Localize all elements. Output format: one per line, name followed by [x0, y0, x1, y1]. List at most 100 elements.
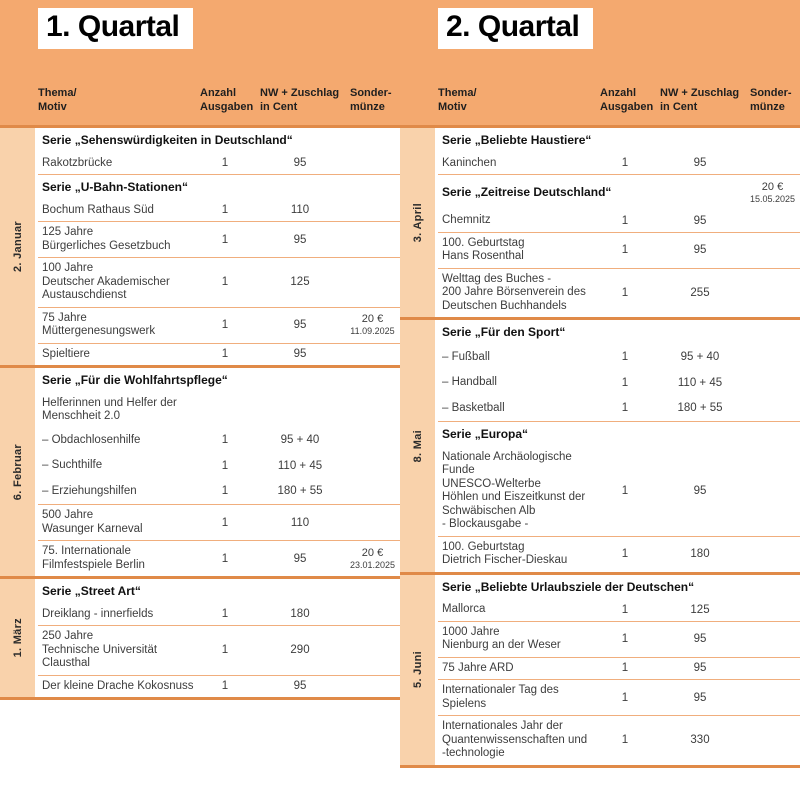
cell-value: 125 — [290, 276, 310, 289]
cell-motif: Bochum Rathaus Süd — [38, 204, 195, 218]
cell-motif: Serie „Europa“ — [438, 427, 745, 442]
month-strip: 2. Januar — [0, 128, 35, 365]
motif-line: – Suchthilfe — [42, 459, 103, 471]
quarter-panel: 2. Quartal Thema/ Motiv Anzahl Ausgaben … — [400, 0, 800, 797]
column-header-line2: in Cent — [260, 100, 298, 113]
column-header-line2: Motiv — [38, 100, 67, 113]
month-group: 6. Februar Serie „Für die Wohlfahrtspfle… — [0, 365, 400, 576]
column-header-line2: Motiv — [438, 100, 467, 113]
table-row: – Erziehungshilfen 1 180 + 55 — [38, 479, 400, 505]
table-row: 250 Jahre Technische Universität Clausthal… — [38, 625, 400, 675]
motif-line: Nationale Archäologische — [442, 450, 572, 463]
coin-value: 20 € — [361, 313, 384, 325]
motif-line: Clausthal — [42, 657, 90, 669]
column-header-line1: Thema/ — [38, 87, 77, 99]
table-row: Mallorca 1 125 — [438, 599, 800, 621]
cell-motif: Dreiklang - innerfields — [38, 608, 195, 622]
cell-motif: Serie „Beliebte Urlaubsziele der Deutsch… — [438, 580, 745, 595]
table-row: 125 Jahre Bürgerliches Gesetzbuch 1 95 — [38, 221, 400, 257]
motif-line: Müttergenesungswerk — [42, 325, 156, 337]
column-header-line2: Ausgaben — [200, 100, 254, 113]
motif-line: Funde — [442, 464, 475, 476]
column-header-line1: Sonder- — [350, 87, 392, 99]
month-strip: 8. Mai — [400, 320, 435, 572]
cell-value: 95 + 40 — [680, 351, 720, 364]
motif-line: 1000 Jahre — [442, 625, 500, 638]
column-header: Sonder- münze — [345, 87, 400, 114]
table-row: Chemnitz 1 95 — [438, 210, 800, 232]
cell-motif: Serie „U-Bahn-Stationen“ — [38, 180, 345, 195]
cell-count: 1 — [221, 434, 229, 447]
cell-motif: Der kleine Drache Kokosnuss — [38, 680, 195, 694]
cell-value: 95 — [293, 319, 307, 331]
cell-motif: – Fußball — [438, 351, 595, 365]
month-label: 6. Februar — [11, 443, 24, 501]
cell-count: 1 — [621, 351, 629, 364]
cell-count: 1 — [221, 276, 229, 289]
cell-value: 95 — [693, 662, 707, 675]
table-row: Serie „Für den Sport“ — [438, 320, 800, 345]
cell-motif: 75. Internationale Filmfestspiele Berlin — [38, 545, 195, 572]
motif-line: Deutschen Buchhandels — [442, 299, 567, 312]
cell-motif: Serie „Beliebte Haustiere“ — [438, 133, 745, 148]
month-rows: Serie „Für die Wohlfahrtspflege“ Helferi… — [38, 368, 400, 576]
column-header: NW + Zuschlag in Cent — [655, 87, 745, 114]
motif-line: Serie „Für die Wohlfahrtspflege“ — [42, 373, 228, 387]
column-header-line2: münze — [750, 100, 785, 113]
cell-count: 1 — [221, 233, 229, 246]
table-row: Spieltiere 1 95 — [38, 342, 400, 366]
cell-motif: 250 Jahre Technische Universität Clausthal — [38, 630, 195, 671]
table-row: Serie „Street Art“ — [38, 579, 400, 604]
cell-value: 95 — [693, 157, 707, 170]
motif-line: Welttag des Buches - — [442, 272, 552, 285]
table-row: 100. Geburtstag Hans Rosenthal 1 95 — [438, 231, 800, 268]
column-header-line1: Anzahl — [600, 87, 637, 99]
motif-line: Technische Universität — [42, 643, 158, 656]
table-row: Internationaler Tag des Spielens 1 95 — [438, 679, 800, 715]
cell-count: 1 — [621, 244, 629, 256]
motif-line: Internationaler Tag des — [442, 684, 559, 696]
motif-line: Schwäbischen Alb — [442, 504, 536, 517]
column-header-line1: NW + Zuschlag — [260, 87, 340, 99]
cell-motif: 100 Jahre Deutscher Akademischer Austausch… — [38, 262, 195, 303]
table-row: Rakotzbrücke 1 95 — [38, 153, 400, 175]
column-header: Anzahl Ausgaben — [195, 87, 255, 114]
column-header-line2: münze — [350, 100, 385, 113]
cell-value: 95 — [293, 680, 307, 693]
cell-motif: – Basketball — [438, 402, 595, 416]
cell-value: 180 + 55 — [677, 402, 723, 415]
month-rows: Serie „Street Art“ Dreiklang - innerfiel… — [38, 579, 400, 697]
cell-count: 1 — [621, 286, 629, 299]
cell-value: 95 — [693, 691, 707, 704]
motif-line: - Blockausgabe - — [442, 518, 529, 530]
cell-count: 1 — [621, 214, 629, 227]
cell-value: 95 — [293, 233, 307, 246]
motif-line: 100. Geburtstag — [442, 540, 525, 553]
month-label: 8. Mai — [411, 429, 424, 462]
cell-count: 1 — [221, 459, 229, 472]
cell-value: 95 — [693, 485, 707, 497]
cell-count: 1 — [621, 376, 629, 389]
cell-value: 95 — [293, 552, 307, 565]
cell-coin: 20 € 23.01.2025 — [345, 547, 400, 571]
column-header-line1: NW + Zuschlag — [660, 87, 740, 99]
cell-count: 1 — [221, 608, 229, 621]
motif-line: 500 Jahre — [42, 509, 94, 521]
cell-count: 1 — [221, 516, 229, 529]
motif-line: – Basketball — [442, 401, 505, 414]
column-headers: Thema/ Motiv Anzahl Ausgaben NW + Zuschl… — [438, 87, 800, 114]
cell-value: 110 + 45 — [277, 459, 323, 472]
table-row: 100 Jahre Deutscher Akademischer Austausch… — [38, 257, 400, 307]
month-groups: 3. April Serie „Beliebte Haustiere“ Kani… — [400, 125, 800, 768]
cell-motif: 125 Jahre Bürgerliches Gesetzbuch — [38, 226, 195, 253]
month-rows: Serie „Sehenswürdigkeiten in Deutschland… — [38, 128, 400, 365]
motif-line: Serie „U-Bahn-Stationen“ — [42, 180, 189, 194]
motif-line: Serie „Sehenswürdigkeiten in Deutschland… — [42, 133, 293, 147]
table-row: Dreiklang - innerfields 1 180 — [38, 604, 400, 626]
motif-line: UNESCO-Welterbe — [442, 477, 541, 490]
table-row: – Obdachlosenhilfe 1 95 + 40 — [38, 428, 400, 454]
motif-line: 250 Jahre — [42, 630, 94, 642]
cell-motif: Rakotzbrücke — [38, 157, 195, 171]
motif-line: – Handball — [442, 376, 497, 388]
